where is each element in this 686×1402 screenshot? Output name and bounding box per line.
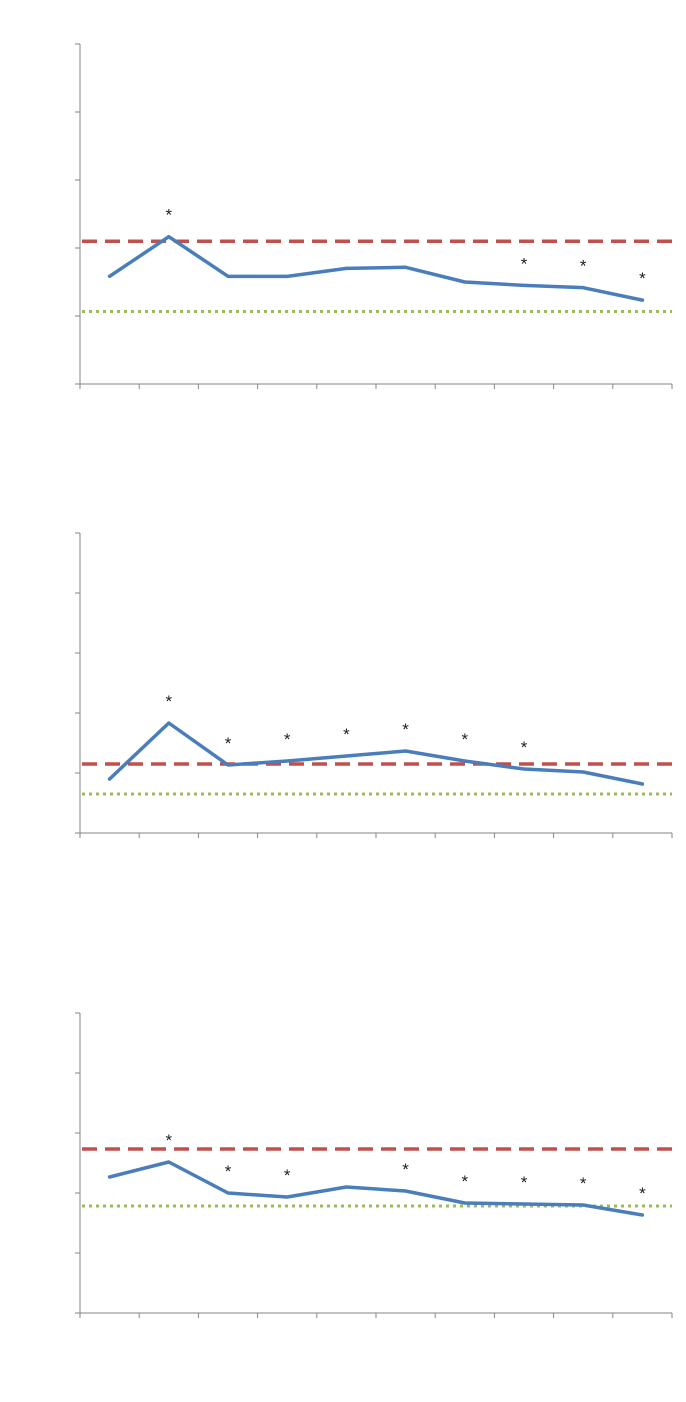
significance-asterisk: * — [402, 720, 409, 739]
significance-asterisk: * — [284, 1166, 291, 1185]
data-point — [404, 1189, 408, 1193]
data-point — [108, 777, 112, 781]
data-point — [404, 749, 408, 753]
data-point — [640, 1213, 644, 1217]
significance-asterisk: * — [461, 730, 468, 749]
data-point — [285, 1195, 289, 1199]
series-line — [107, 234, 645, 302]
data-point — [226, 274, 230, 278]
data-point — [108, 274, 112, 278]
significance-asterisk: * — [225, 734, 232, 753]
significance-asterisk: * — [521, 254, 528, 273]
significance-asterisk: * — [639, 1184, 646, 1203]
series-line — [107, 1160, 645, 1217]
data-point — [344, 754, 348, 758]
significance-asterisk: * — [580, 257, 587, 276]
significance-asterisk: * — [521, 738, 528, 757]
data-point — [640, 298, 644, 302]
significance-asterisk: * — [343, 725, 350, 744]
data-point — [226, 1191, 230, 1195]
significance-asterisk: * — [521, 1173, 528, 1192]
significance-asterisk: * — [639, 269, 646, 288]
data-point — [285, 274, 289, 278]
significance-asterisk: * — [284, 730, 291, 749]
significance-asterisk: * — [225, 1162, 232, 1181]
data-point — [522, 283, 526, 287]
significance-asterisk: * — [461, 1172, 468, 1191]
data-point — [226, 763, 230, 767]
significance-asterisk: * — [165, 1131, 172, 1150]
data-point — [108, 1175, 112, 1179]
chart-panel-b: * * * * * * * — [75, 532, 673, 838]
significance-asterisk: * — [580, 1174, 587, 1193]
data-point — [285, 759, 289, 763]
data-point — [463, 759, 467, 763]
data-point — [463, 1201, 467, 1205]
significance-asterisk: * — [165, 692, 172, 711]
data-point — [522, 767, 526, 771]
data-point — [344, 266, 348, 270]
data-point — [167, 235, 171, 239]
significance-asterisk: * — [402, 1160, 409, 1179]
data-point — [344, 1185, 348, 1189]
data-point — [167, 1160, 171, 1164]
data-point — [522, 1202, 526, 1206]
data-point — [581, 770, 585, 774]
data-point — [167, 721, 171, 725]
significance-asterisk: * — [165, 206, 172, 225]
data-point — [463, 280, 467, 284]
data-point — [640, 782, 644, 786]
data-point — [404, 265, 408, 269]
chart-panel-a: * * * * — [75, 43, 673, 389]
series-line — [107, 721, 645, 786]
chart-panel-c: * * * * * * * * — [75, 1012, 673, 1318]
data-point — [581, 286, 585, 290]
data-point — [581, 1203, 585, 1207]
